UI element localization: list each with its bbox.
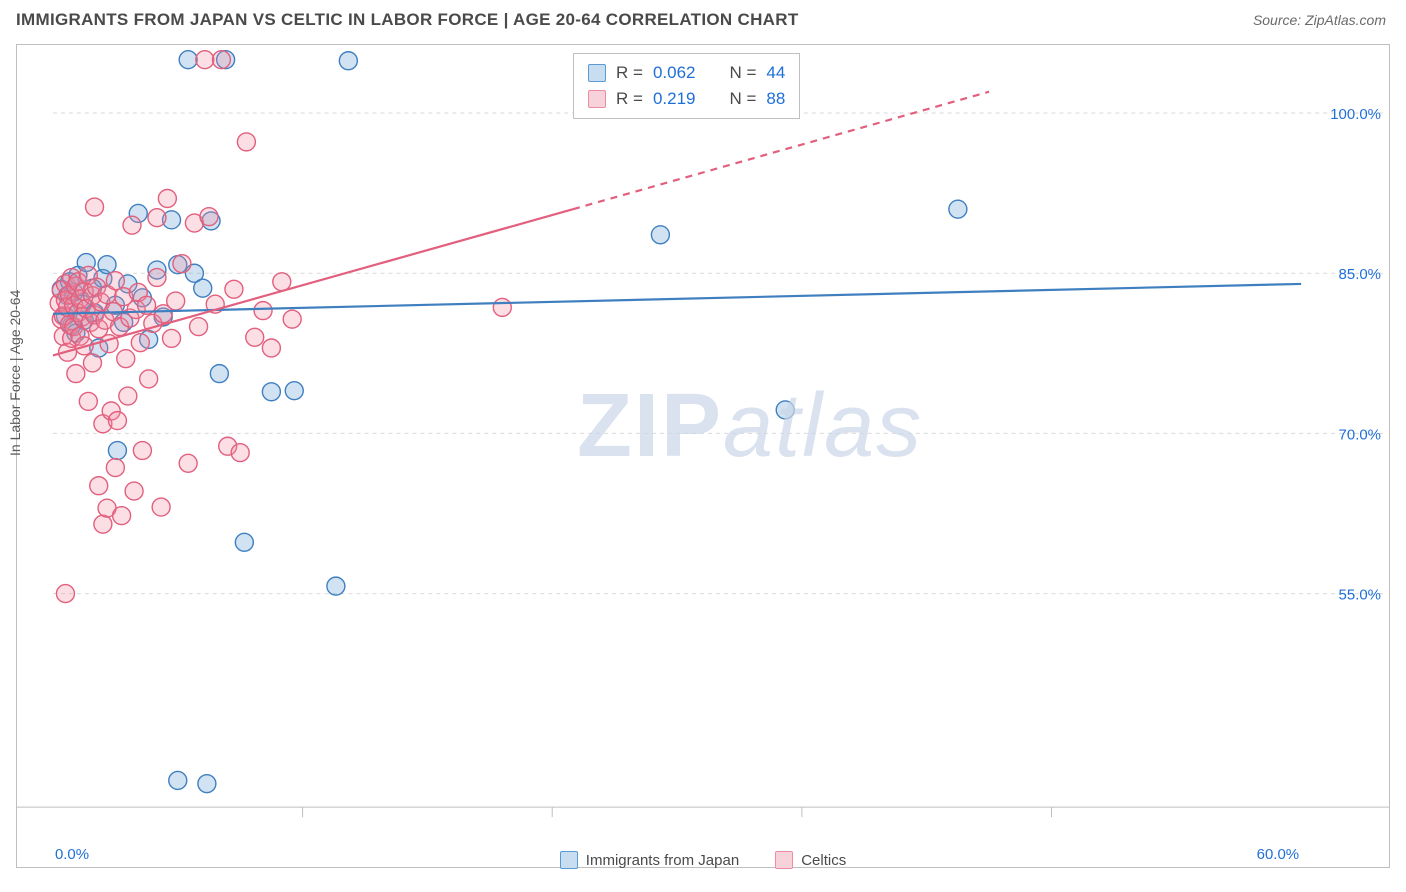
data-point bbox=[79, 392, 97, 410]
data-point bbox=[56, 585, 74, 603]
data-point bbox=[493, 298, 511, 316]
data-point bbox=[117, 350, 135, 368]
data-point bbox=[283, 310, 301, 328]
data-point bbox=[106, 272, 124, 290]
data-point bbox=[949, 200, 967, 218]
data-point bbox=[148, 209, 166, 227]
data-point bbox=[210, 365, 228, 383]
data-point bbox=[94, 515, 112, 533]
data-point bbox=[173, 255, 191, 273]
x-tick-label: 60.0% bbox=[1257, 846, 1299, 863]
data-point bbox=[237, 133, 255, 151]
data-point bbox=[86, 198, 104, 216]
data-point bbox=[235, 533, 253, 551]
data-point bbox=[190, 318, 208, 336]
data-point bbox=[98, 256, 116, 274]
legend-swatch bbox=[588, 90, 606, 108]
stat-r-label: R = bbox=[616, 63, 643, 83]
y-tick-label: 55.0% bbox=[1339, 587, 1381, 604]
data-point bbox=[285, 382, 303, 400]
legend-swatch bbox=[588, 64, 606, 82]
data-point bbox=[225, 280, 243, 298]
data-point bbox=[200, 208, 218, 226]
data-point bbox=[108, 412, 126, 430]
data-point bbox=[140, 370, 158, 388]
stat-r-label: R = bbox=[616, 89, 643, 109]
header: IMMIGRANTS FROM JAPAN VS CELTIC IN LABOR… bbox=[0, 0, 1406, 36]
data-point bbox=[254, 302, 272, 320]
data-point bbox=[119, 387, 137, 405]
data-point bbox=[179, 454, 197, 472]
data-point bbox=[651, 226, 669, 244]
data-point bbox=[179, 51, 197, 69]
data-point bbox=[123, 216, 141, 234]
stat-r-value: 0.062 bbox=[653, 63, 696, 83]
data-point bbox=[212, 51, 230, 69]
data-point bbox=[113, 507, 131, 525]
data-point bbox=[108, 442, 126, 460]
data-point bbox=[339, 52, 357, 70]
data-point bbox=[327, 577, 345, 595]
data-point bbox=[67, 365, 85, 383]
x-tick-label: 0.0% bbox=[55, 846, 89, 863]
data-point bbox=[125, 482, 143, 500]
data-point bbox=[273, 273, 291, 291]
data-point bbox=[169, 771, 187, 789]
data-point bbox=[262, 339, 280, 357]
data-point bbox=[133, 442, 151, 460]
stat-n-label: N = bbox=[729, 89, 756, 109]
stat-n-value: 88 bbox=[766, 89, 785, 109]
data-point bbox=[163, 329, 181, 347]
stat-n-value: 44 bbox=[766, 63, 785, 83]
data-point bbox=[262, 383, 280, 401]
data-point bbox=[246, 328, 264, 346]
data-point bbox=[148, 269, 166, 287]
data-point bbox=[158, 190, 176, 208]
data-point bbox=[167, 292, 185, 310]
data-point bbox=[90, 477, 108, 495]
stat-n-label: N = bbox=[729, 63, 756, 83]
chart-container: In Labor Force | Age 20-64 55.0%70.0%85.… bbox=[16, 44, 1390, 868]
data-point bbox=[83, 354, 101, 372]
stat-r-value: 0.219 bbox=[653, 89, 696, 109]
stats-row: R = 0.062 N = 44 bbox=[588, 60, 785, 86]
data-point bbox=[131, 334, 149, 352]
data-point bbox=[152, 498, 170, 516]
stats-row: R = 0.219 N = 88 bbox=[588, 86, 785, 112]
y-tick-label: 70.0% bbox=[1339, 426, 1381, 443]
data-point bbox=[196, 51, 214, 69]
scatter-chart: 55.0% 70.0% 85.0% 100.0% 0.0% 60.0% bbox=[17, 45, 1389, 867]
correlation-stats-box: R = 0.062 N = 44 R = 0.219 N = 88 bbox=[573, 53, 800, 119]
data-point bbox=[231, 444, 249, 462]
data-point bbox=[194, 279, 212, 297]
y-tick-label: 100.0% bbox=[1330, 106, 1381, 123]
data-point bbox=[776, 401, 794, 419]
y-tick-label: 85.0% bbox=[1339, 266, 1381, 283]
chart-title: IMMIGRANTS FROM JAPAN VS CELTIC IN LABOR… bbox=[16, 10, 799, 30]
y-axis-title: In Labor Force | Age 20-64 bbox=[7, 290, 23, 456]
data-point bbox=[106, 459, 124, 477]
source-credit: Source: ZipAtlas.com bbox=[1253, 12, 1386, 28]
data-point bbox=[198, 775, 216, 793]
